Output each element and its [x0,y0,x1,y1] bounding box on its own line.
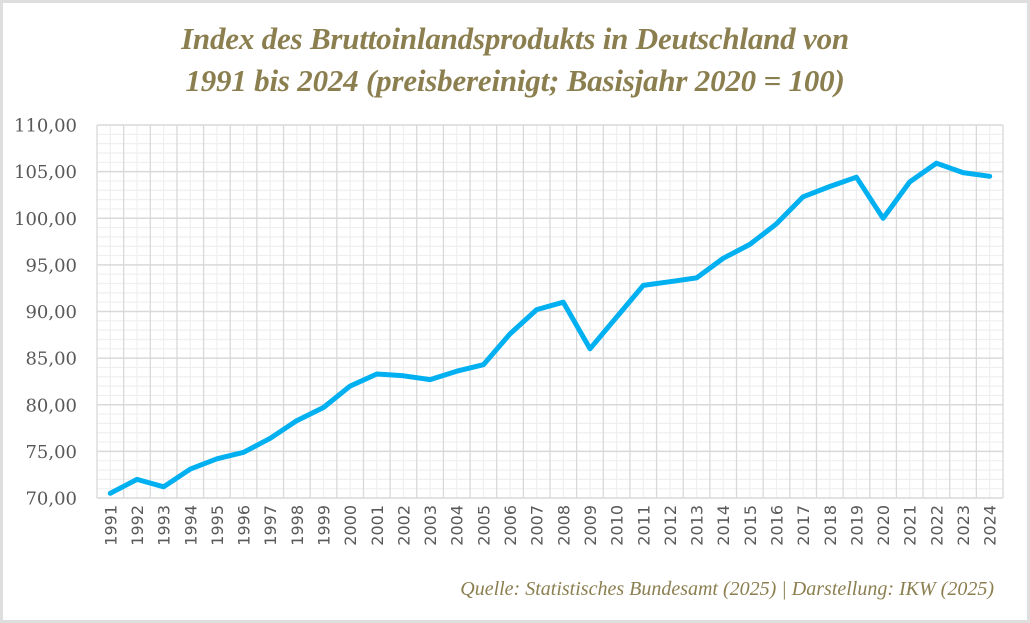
chart-title-line-1: Index des Bruttoinlandsprodukts in Deuts… [181,21,849,56]
data-point: 2000: 82 [348,384,353,389]
data-point: 1994: 73.1 [188,467,193,472]
y-tick-label: 110,00 [14,116,77,137]
x-tick-label: 2015 [741,505,760,546]
data-point: 2013: 93.6 [694,275,699,280]
x-tick-label: 2002 [394,505,413,546]
data-point: 2024: 104.5 [987,174,992,179]
data-point: 2020: 100 [881,216,886,221]
x-tick-label: 2012 [661,505,680,546]
x-tick-label: 2020 [874,505,893,546]
x-tick-label: 2019 [847,505,866,546]
x-tick-label: 2006 [501,505,520,546]
x-tick-label: 2004 [448,505,467,546]
data-point: 1999: 79.7 [321,405,326,410]
data-point: 1995: 74.2 [214,456,219,461]
data-point: 2004: 83.6 [454,369,459,374]
data-point: 2016: 99.4 [774,221,779,226]
x-tick-label: 2007 [528,505,547,546]
x-tick-label: 1994 [181,505,200,546]
x-tick-label: 2001 [368,505,387,546]
x-tick-label: 1999 [315,505,334,546]
data-point: 2011: 92.8 [641,283,646,288]
data-point: 2007: 90.2 [534,307,539,312]
x-tick-label: 1991 [101,505,120,546]
x-tick-label: 2000 [341,505,360,546]
x-tick-label: 2022 [927,505,946,546]
y-tick-label: 100,00 [14,209,77,230]
data-point: 2019: 104.4 [854,175,859,180]
data-point: 2006: 87.6 [508,331,513,336]
y-tick-label: 70,00 [25,489,77,510]
series-line [107,160,993,496]
data-point: 1992: 72 [134,477,139,482]
x-tick-label: 2003 [421,505,440,546]
x-tick-label: 1993 [155,505,174,546]
data-point: 2002: 83.1 [401,373,406,378]
data-point: 1991: 70.5 [108,491,113,496]
data-point: 2021: 103.9 [907,179,912,184]
x-tick-label: 1998 [288,505,307,546]
x-tick-label: 2013 [688,505,707,546]
source-note: Quelle: Statistisches Bundesamt (2025) |… [460,578,994,600]
y-tick-label: 85,00 [25,349,77,370]
data-point: 1996: 74.9 [241,450,246,455]
x-tick-label: 1997 [261,505,280,546]
y-tick-label: 95,00 [25,255,77,276]
data-point: 2005: 84.3 [481,362,486,367]
y-tick-label: 105,00 [14,162,77,183]
x-tick-label: 2018 [821,505,840,546]
data-point: 1998: 78.3 [294,418,299,423]
data-point: 2023: 104.9 [961,170,966,175]
x-tick-label: 2014 [714,505,733,546]
data-point: 2008: 91 [561,300,566,305]
y-tick-label: 90,00 [25,302,77,323]
data-point: 2015: 97.2 [747,242,752,247]
data-series: 1991: 70.5 1992: 72 1993: 71.2 1994: 73.1 19… [107,160,993,496]
data-point: 2010: 89.4 [614,315,619,320]
x-tick-label: 2009 [581,505,600,546]
data-point: 1993: 71.2 [161,484,166,489]
x-tick-label: 2023 [954,505,973,546]
data-point: 2009: 86 [587,346,592,351]
x-tick-label: 2011 [634,505,653,546]
chart-title-line-2: 1991 bis 2024 (preisbereinigt; Basisjahr… [185,63,845,98]
y-tick-label: 80,00 [25,395,77,416]
x-axis-tick-labels: 1991 1992 1993 1994 1995 1996 1997 1998 1999 2000… [101,505,999,546]
x-tick-label: 2008 [554,505,573,546]
x-tick-label: 2021 [901,505,920,546]
x-tick-label: 1996 [235,505,254,546]
data-point: 2018: 103.4 [827,184,832,189]
data-point: 2022: 105.9 [934,161,939,166]
major-gridlines [96,124,1004,499]
data-point: 2012: 93.2 [667,279,672,284]
data-point: 2003: 82.7 [428,377,433,382]
x-tick-label: 2024 [981,505,1000,546]
data-point: 1997: 76.4 [268,436,273,441]
y-tick-label: 75,00 [25,442,77,463]
data-point: 2001: 83.3 [374,371,379,376]
x-tick-label: 2005 [474,505,493,546]
data-point: 2017: 102.3 [801,194,806,199]
x-tick-label: 1992 [128,505,147,546]
x-tick-label: 2017 [794,505,813,546]
y-axis-tick-labels: 70,00 75,00 80,00 85,00 90,00 95,00 100,00 105,… [14,116,77,510]
data-point: 2014: 95.7 [721,256,726,261]
x-tick-label: 2016 [768,505,787,546]
chart-title: Index des Bruttoinlandsprodukts in Deuts… [0,18,1030,102]
x-tick-label: 1995 [208,505,227,546]
x-tick-label: 2010 [608,505,627,546]
